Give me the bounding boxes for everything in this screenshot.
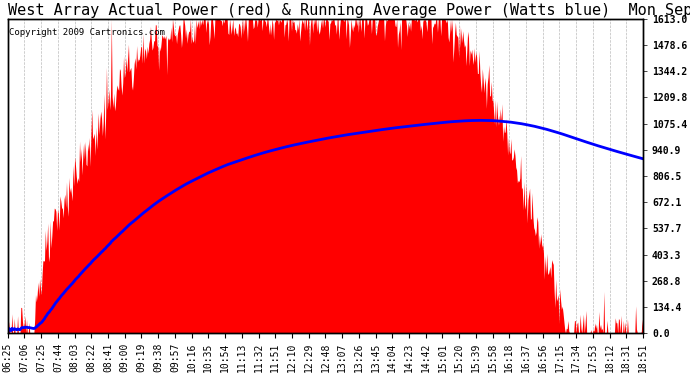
Text: Copyright 2009 Cartronics.com: Copyright 2009 Cartronics.com <box>9 28 165 38</box>
Text: West Array Actual Power (red) & Running Average Power (Watts blue)  Mon Sep 7 19: West Array Actual Power (red) & Running … <box>8 3 690 18</box>
